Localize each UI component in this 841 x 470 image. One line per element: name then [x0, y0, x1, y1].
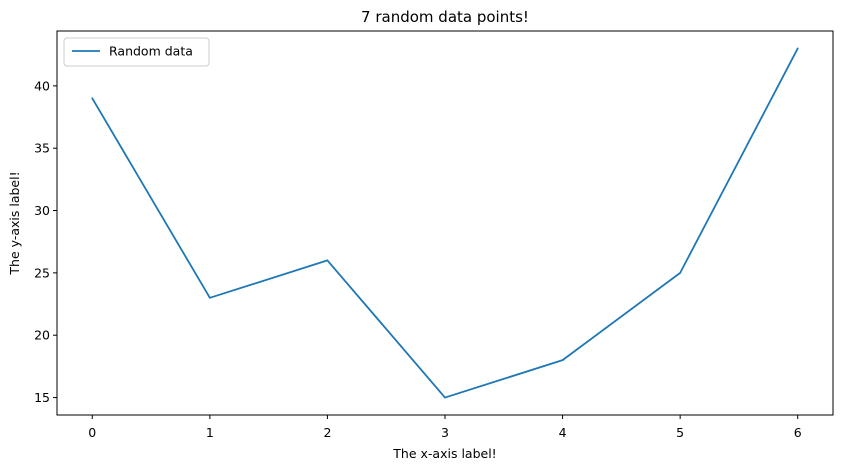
y-tick-label: 20: [34, 328, 50, 343]
legend-label: Random data: [109, 44, 193, 59]
y-tick-label: 15: [34, 390, 50, 405]
y-tick-label: 25: [34, 265, 50, 280]
data-point: [91, 97, 94, 100]
legend: Random data: [63, 37, 210, 67]
data-point: [561, 359, 564, 362]
y-tick-label: 40: [34, 78, 50, 93]
x-ticks: 0 1 2 3 4 5 6: [88, 415, 802, 440]
x-tick-label: 1: [206, 425, 214, 440]
plot-area: [56, 30, 834, 416]
x-tick-label: 2: [323, 425, 331, 440]
x-tick-label: 5: [676, 425, 684, 440]
data-point: [326, 259, 329, 262]
x-tick-label: 0: [88, 425, 96, 440]
x-axis-label: The x-axis label!: [392, 446, 496, 461]
x-tick-label: 3: [441, 425, 449, 440]
chart-title: 7 random data points!: [361, 8, 529, 26]
legend-box: [63, 37, 210, 67]
x-tick-label: 4: [559, 425, 567, 440]
y-tick-label: 30: [34, 203, 50, 218]
x-tick-label: 6: [794, 425, 802, 440]
data-point: [679, 271, 682, 274]
data-point: [444, 396, 446, 399]
y-axis-label: The y-axis label!: [7, 171, 22, 275]
data-point: [796, 47, 799, 50]
series-group: [91, 47, 799, 399]
y-tick-label: 35: [34, 141, 50, 156]
y-ticks: 15 20 25 30 35 40: [34, 78, 57, 405]
data-point: [208, 296, 211, 299]
